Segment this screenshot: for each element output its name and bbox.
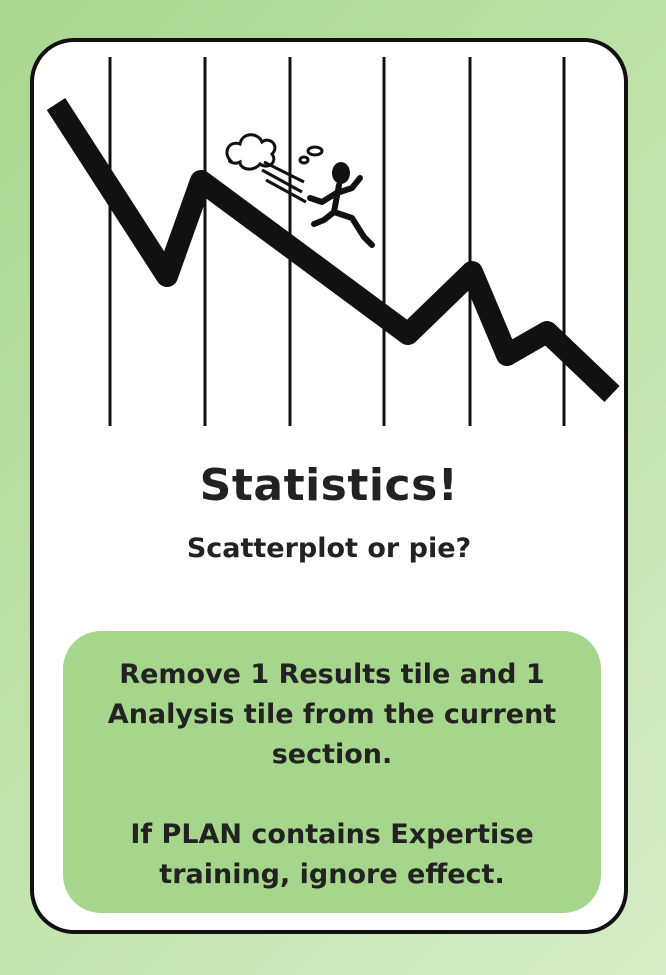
dust-cloud-icon: [225, 133, 324, 204]
line-graph-icon: [46, 98, 620, 402]
event-card: Statistics! Scatterplot or pie? Remove 1…: [30, 38, 628, 934]
effect-text: Remove 1 Results tile and 1 Analysis til…: [107, 659, 557, 770]
falling-graph-illustration: [46, 57, 620, 426]
effect-panel: Remove 1 Results tile and 1 Analysis til…: [63, 631, 601, 913]
card-title: Statistics!: [199, 460, 459, 511]
running-person-icon: [307, 162, 375, 248]
card-subtitle: Scatterplot or pie?: [186, 533, 472, 564]
condition-text: If PLAN contains Expertise training, ign…: [130, 819, 534, 890]
